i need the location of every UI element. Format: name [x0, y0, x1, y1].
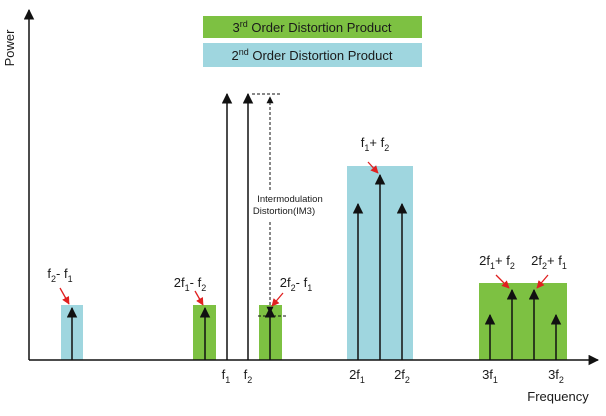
- legend-second-order-text: 2nd Order Distortion Product: [231, 47, 392, 63]
- tick-3f2: 3f2: [548, 367, 564, 385]
- label-f1-plus-f2: f1+ f2: [361, 135, 389, 153]
- legend-second-order-box: [203, 43, 422, 67]
- pointer-2f1-minus-f2: [194, 290, 204, 306]
- region-third-harmonics: [479, 283, 567, 360]
- tick-2f2: 2f2: [394, 367, 410, 385]
- pointer-f2-minus-f1: [59, 287, 70, 305]
- tick-3f1: 3f1: [482, 367, 498, 385]
- x-axis-label: Frequency: [527, 389, 589, 404]
- label-f2-minus-f1: f2- f1: [47, 266, 72, 284]
- pointer-2f1-plus-f2: [495, 274, 510, 289]
- label-2f1-plus-f2: 2f1+ f2: [479, 253, 515, 271]
- tick-f2: f2: [244, 367, 253, 385]
- tick-f1: f1: [222, 367, 231, 385]
- legend-third-order-box: [203, 16, 422, 38]
- pointer-2f2-plus-f1: [536, 274, 549, 289]
- im3-label-line1: Intermodulation: [257, 194, 322, 205]
- tick-2f1: 2f1: [349, 367, 365, 385]
- label-2f2-minus-f1: 2f2- f1: [280, 275, 312, 293]
- pointer-2f2-minus-f1: [271, 292, 284, 307]
- im3-label-line2: Distortion(IM3): [253, 206, 315, 217]
- pointer-f1-plus-f2: [367, 161, 379, 174]
- label-2f2-plus-f1: 2f2+ f1: [531, 253, 567, 271]
- label-2f1-minus-f2: 2f1- f2: [174, 275, 206, 293]
- legend-third-order-text: 3rd Order Distortion Product: [232, 19, 391, 35]
- y-axis-label: Power: [2, 29, 17, 67]
